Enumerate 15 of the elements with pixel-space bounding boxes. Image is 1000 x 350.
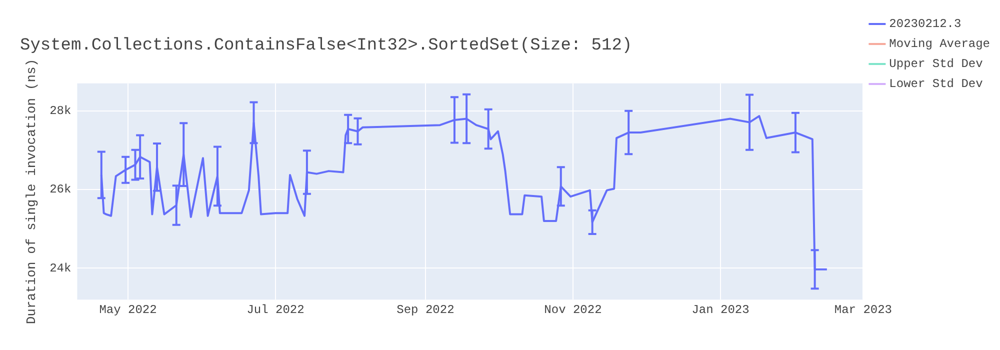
x-tick-label: Jul 2022: [246, 302, 304, 317]
legend-label: Moving Average: [889, 37, 990, 52]
legend-label: 20230212.3: [889, 17, 962, 32]
y-tick-label: 28k: [50, 104, 72, 118]
y-tick-label: 24k: [50, 261, 72, 276]
x-tick-label: Jan 2023: [692, 302, 750, 317]
x-tick-label: Nov 2022: [544, 302, 602, 317]
legend-label: Upper Std Dev: [889, 57, 983, 72]
chart-title: System.Collections.ContainsFalse<Int32>.SortedSet(Size: 512): [20, 36, 632, 56]
legend-label: Lower Std Dev: [889, 77, 983, 92]
x-tick-label: May 2022: [99, 302, 157, 317]
y-tick-label: 26k: [50, 182, 72, 197]
x-tick-label: Mar 2023: [834, 302, 892, 317]
y-axis-title: Duration of single invocation (ns): [24, 58, 40, 324]
x-tick-label: Sep 2022: [396, 302, 454, 317]
